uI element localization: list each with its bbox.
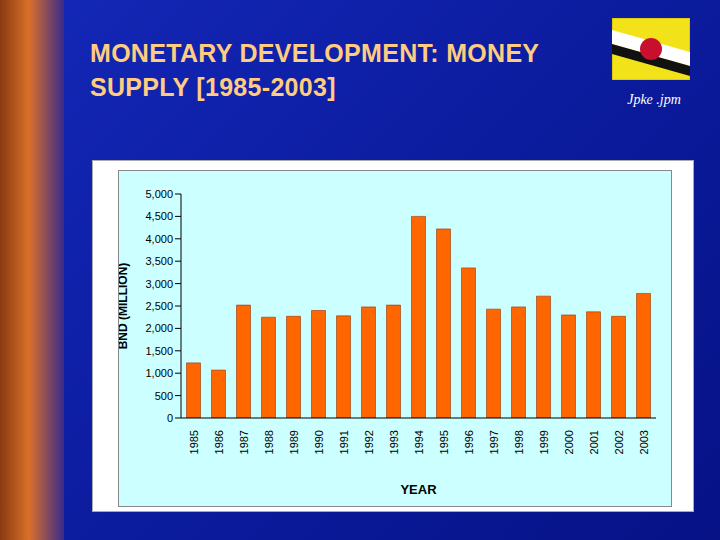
svg-text:1991: 1991 [338,430,350,454]
html-text:Jpke .jpm: Jpke .jpm [627,92,681,107]
svg-text:1995: 1995 [438,430,450,454]
svg-text:1993: 1993 [388,430,400,454]
svg-text:1,000: 1,000 [145,367,173,379]
svg-text:2003: 2003 [638,430,650,454]
svg-text:1999: 1999 [538,430,550,454]
svg-text:1998: 1998 [513,430,525,454]
svg-text:1987: 1987 [238,430,250,454]
svg-text:2000: 2000 [563,430,575,454]
svg-text:1988: 1988 [263,430,275,454]
svg-text:BND (MILLION): BND (MILLION) [119,263,130,350]
svg-text:2,500: 2,500 [145,300,173,312]
svg-text:1985: 1985 [188,430,200,454]
svg-text:3,000: 3,000 [145,278,173,290]
svg-text:2002: 2002 [613,430,625,454]
svg-text:2001: 2001 [588,430,600,454]
svg-text:4,500: 4,500 [145,210,173,222]
svg-text:1,500: 1,500 [145,345,173,357]
svg-text:1997: 1997 [488,430,500,454]
svg-text:1994: 1994 [413,430,425,454]
svg-text:1990: 1990 [313,430,325,454]
svg-text:4,000: 4,000 [145,233,173,245]
svg-text:1986: 1986 [213,430,225,454]
svg-text:YEAR: YEAR [400,482,437,497]
svg-text:5,000: 5,000 [145,188,173,200]
svg-text:500: 500 [155,390,173,402]
svg-text:1992: 1992 [363,430,375,454]
svg-text:3,500: 3,500 [145,255,173,267]
svg-text:0: 0 [167,412,173,424]
svg-text:1989: 1989 [288,430,300,454]
html-text:MONETARY DEVELOPMENT: MONEY SU: MONETARY DEVELOPMENT: MONEY SUPPLY [1985… [90,39,539,101]
svg-text:2,000: 2,000 [145,322,173,334]
svg-text:1996: 1996 [463,430,475,454]
